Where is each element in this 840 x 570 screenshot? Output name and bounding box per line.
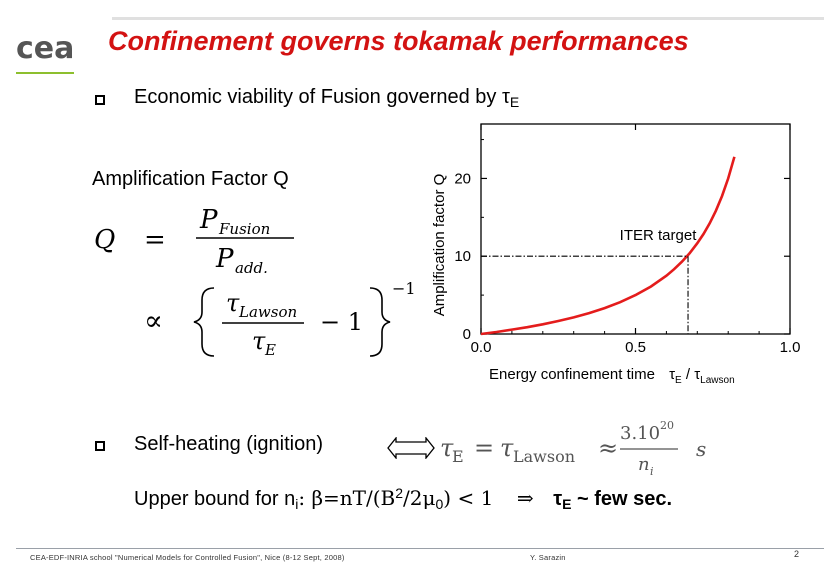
formula-tau-num: τ	[226, 289, 240, 317]
few-sec-e-sub: E	[562, 496, 572, 512]
tau-formula-num-sup: 20	[660, 419, 674, 432]
logo-text: cea	[16, 31, 74, 66]
chart-ticks: 0.0 0.5 1.0 0 10 20	[454, 124, 800, 356]
formula-left-brace	[193, 287, 215, 357]
formula-right-brace	[369, 287, 391, 357]
tau-formula-eq: =	[474, 434, 494, 462]
page-number: 2	[794, 549, 800, 559]
bullet-economic-sub: E	[509, 94, 520, 110]
formula-q: Q	[94, 225, 115, 255]
x-ratio-slash: /	[682, 366, 695, 383]
logo-underline	[16, 72, 74, 74]
few-sec-tau: τ	[553, 488, 563, 510]
q-curve-line	[480, 156, 736, 336]
tau-formula-den: n	[638, 454, 650, 475]
formula-tau-den-sub: E	[264, 341, 276, 359]
implies-arrow-icon: ⇒	[516, 486, 534, 510]
upper-bound-expr: : β=nT/(B	[298, 486, 396, 510]
bullet-economic: Economic viability of Fusion governed by…	[134, 86, 520, 110]
footer-school: CEA-EDF-INRIA school "Numerical Models f…	[30, 553, 345, 562]
upper-bound-pre: Upper bound for n	[134, 488, 296, 510]
upper-bound-b-sup: 2	[395, 485, 404, 501]
bullet-square-icon	[95, 441, 105, 451]
iter-target-label: ITER target	[620, 227, 698, 244]
x-tick-label: 1.0	[780, 339, 801, 356]
upper-bound-i-sub: i	[295, 496, 299, 512]
x-ratio-lawson-sub: Lawson	[700, 375, 734, 386]
x-tick-label: 0.5	[625, 339, 646, 356]
cea-logo: cea	[16, 31, 74, 66]
formula-p-den-sub: add.	[235, 259, 268, 277]
x-ratio-e-sub: E	[675, 375, 682, 386]
bullet-square-icon	[95, 95, 105, 105]
chart-x-label: Energy confinement time τE / τLawson	[489, 366, 735, 386]
bullet-self-heating: Self-heating (ignition)	[134, 433, 323, 455]
bullet-economic-text: Economic viability of Fusion governed by…	[134, 86, 510, 108]
tau-formula-unit: s	[696, 437, 706, 461]
chart-y-label: Amplification factor Q	[431, 174, 448, 317]
double-arrow-icon	[387, 437, 435, 459]
q-vs-tau-chart: 0.0 0.5 1.0 0 10 20 ITER target Amplification…	[431, 123, 800, 386]
tau-formula-lawson-sub: Lawson	[513, 447, 575, 466]
formula-eq: =	[144, 225, 166, 255]
formula-p-den: P	[215, 244, 234, 274]
x-tick-label: 0.0	[471, 339, 492, 356]
formula-tau-num-sub: Lawson	[238, 303, 297, 321]
amplification-label: Amplification Factor Q	[92, 168, 289, 190]
y-tick-label: 10	[454, 248, 471, 265]
formula-p-num-sub: Fusion	[218, 220, 270, 238]
upper-bound-mu-sub: 0	[435, 496, 444, 512]
tau-formula-e-sub: E	[452, 447, 464, 466]
few-sec-tail: ~ few sec.	[571, 488, 673, 510]
header-rule	[112, 17, 824, 20]
formula-p-num: P	[199, 205, 218, 235]
tau-formula-tau: τ	[440, 434, 454, 462]
formula-minus-one: − 1	[320, 308, 363, 336]
slide-title: Confinement governs tokamak performances	[108, 26, 689, 56]
tau-formula-den-sub: i	[650, 465, 654, 478]
tau-formula-num: 3.10	[620, 423, 660, 444]
q-formula: Q = P Fusion P add. ∝ τ Lawson τ E − 1 −…	[94, 205, 416, 359]
upper-bound-line: Upper bound for ni: β=nT/(B2/2μ0) < 1 ⇒ …	[134, 485, 673, 512]
x-ratio-tau-e: τ	[669, 366, 675, 383]
tau-e-formula: τ E = τ Lawson ≈ 3.10 20 n i s	[440, 419, 706, 478]
tau-formula-tau2: τ	[500, 434, 514, 462]
footer-rule	[16, 548, 824, 549]
formula-prop: ∝	[144, 304, 163, 337]
chart-x-label-text: Energy confinement time	[489, 366, 655, 383]
chart-annotations: ITER target	[481, 227, 697, 334]
upper-bound-expr2: /2μ	[403, 486, 436, 510]
y-tick-label: 20	[454, 170, 471, 187]
x-ratio-tau-l: τ	[694, 366, 700, 383]
formula-tau-den: τ	[252, 327, 266, 355]
upper-bound-expr3: ) < 1	[443, 486, 494, 510]
formula-exponent: −1	[392, 279, 416, 298]
tau-formula-approx: ≈	[598, 434, 618, 462]
footer-author: Y. Sarazin	[530, 553, 566, 562]
chart-series	[480, 156, 736, 336]
y-tick-label: 0	[463, 326, 471, 343]
